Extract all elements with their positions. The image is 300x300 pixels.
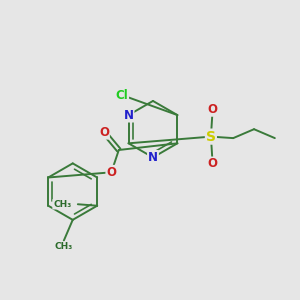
Text: CH₃: CH₃ xyxy=(53,200,71,209)
Text: CH₃: CH₃ xyxy=(55,242,73,251)
Text: O: O xyxy=(106,166,116,179)
Text: O: O xyxy=(207,158,218,170)
Text: S: S xyxy=(206,130,216,144)
Text: O: O xyxy=(99,126,109,139)
Text: Cl: Cl xyxy=(116,88,128,101)
Text: N: N xyxy=(124,109,134,122)
Text: O: O xyxy=(207,103,218,116)
Text: N: N xyxy=(148,151,158,164)
